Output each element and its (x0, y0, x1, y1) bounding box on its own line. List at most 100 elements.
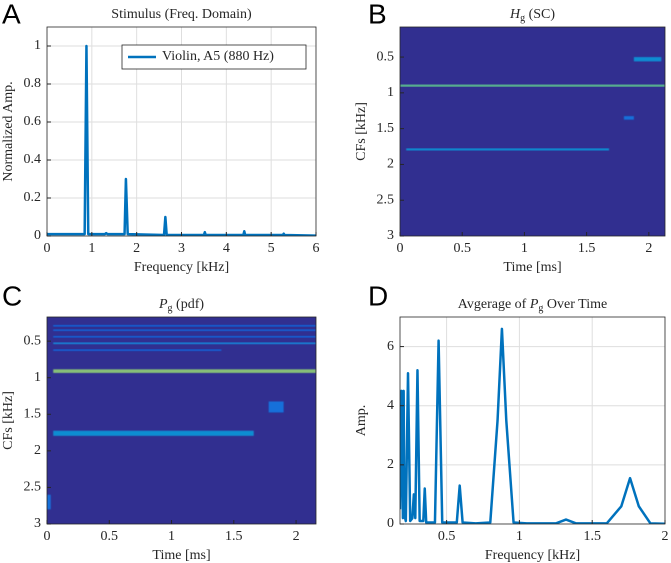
axes-frame (46, 316, 317, 525)
heatmap-band (53, 342, 316, 345)
x-tick-label: 1 (521, 241, 528, 256)
panel-letter: A (2, 0, 21, 29)
x-axis-label: Frequency [kHz] (134, 260, 229, 275)
y-tick-label: 0.2 (24, 190, 42, 205)
y-tick-label: 1.5 (24, 407, 42, 422)
y-tick-label: 2.5 (24, 480, 42, 495)
heatmap-band (53, 349, 222, 351)
y-tick-label: 1.5 (377, 121, 395, 136)
legend-label: Violin, A5 (880 Hz) (162, 49, 274, 64)
plot-area (400, 27, 665, 236)
y-tick-label: 3 (34, 516, 41, 531)
y-axis-label: Normalized Amp. (1, 81, 16, 181)
y-axis-label: CFs [kHz] (354, 102, 369, 161)
y-tick-label: 1 (34, 370, 41, 385)
heatmap-band (53, 325, 316, 327)
y-tick-label: 2 (34, 443, 41, 458)
heatmap-band (406, 148, 610, 151)
title-part: (pdf) (173, 297, 205, 312)
y-tick-label: 1 (34, 38, 41, 53)
y-axis-label: Amp. (354, 405, 369, 437)
x-tick-label: 2 (662, 529, 669, 544)
y-tick-label: 0.5 (24, 333, 42, 348)
panel-title: Pg (pdf) (158, 297, 204, 314)
line-series (400, 327, 665, 524)
title-part: H (509, 7, 521, 22)
panel-letter: C (2, 280, 22, 311)
panel-title: Stimulus (Freq. Domain) (111, 7, 252, 22)
panel: C Pg (pdf) Time [ms] CFs [kHz] 0 0.5 1 1.5 2 0.5 1… (1, 280, 317, 563)
heatmap-band (53, 369, 316, 373)
panel-title: Hg (SC) (509, 7, 555, 24)
x-axis-label: Frequency [kHz] (485, 548, 580, 563)
x-tick-label: 0.5 (438, 529, 456, 544)
x-axis-label: Time [ms] (503, 260, 561, 275)
heatmap-band (53, 336, 316, 338)
x-tick-label: 3 (178, 241, 185, 256)
title-part: Over Time (543, 297, 607, 312)
y-tick-label: 0.8 (24, 76, 42, 91)
x-tick-label: 0 (44, 241, 51, 256)
panel-title: Avgerage of Pg Over Time (458, 297, 607, 314)
heatmap-band (53, 430, 254, 436)
panel-letter: D (368, 280, 388, 311)
axes-frame (399, 26, 666, 237)
y-tick-label: 0 (387, 516, 394, 531)
heatmap-band (633, 57, 662, 62)
heatmap-band (400, 84, 665, 87)
y-tick-label: 0.5 (377, 49, 395, 64)
y-tick-label: 4 (387, 398, 394, 413)
title-part: Avgerage of (458, 297, 530, 312)
panel-letter: B (368, 0, 387, 29)
heatmap-background (47, 317, 316, 524)
panel: D Avgerage of Pg Over Time Frequency [kHz]… (354, 280, 668, 563)
x-tick-label: 1 (88, 241, 95, 256)
y-tick-label: 0.6 (24, 114, 42, 129)
x-tick-label: 2 (133, 241, 140, 256)
x-tick-label: 4 (223, 241, 230, 256)
x-tick-label: 0.5 (101, 529, 119, 544)
title-part: (SC) (525, 7, 555, 22)
y-tick-label: 2 (387, 157, 394, 172)
x-tick-label: 1 (516, 529, 523, 544)
x-tick-label: 1 (168, 529, 175, 544)
plot-area (400, 317, 665, 524)
y-tick-label: 3 (387, 228, 394, 243)
heatmap-band (623, 116, 634, 120)
y-tick-label: 2 (387, 457, 394, 472)
y-tick-label: 0 (34, 228, 41, 243)
title-part: Stimulus (Freq. Domain) (111, 7, 252, 22)
x-tick-label: 1.5 (225, 529, 243, 544)
heatmap-background (400, 27, 665, 236)
axes-frame (399, 316, 666, 525)
title-part: g (168, 303, 173, 314)
title-part: P (158, 297, 168, 312)
heatmap-band (53, 329, 316, 331)
panel: B Hg (SC) Time [ms] CFs [kHz] 0 0.5 1 1.5 2 0.5 1 1… (354, 0, 666, 275)
x-tick-label: 1.5 (583, 529, 601, 544)
title-part: g (520, 13, 525, 24)
title-part: g (538, 303, 543, 314)
axes-frame (46, 26, 317, 237)
x-axis-label: Time [ms] (152, 548, 210, 563)
panel: A Stimulus (Freq. Domain) Frequency [kHz] N… (1, 0, 319, 275)
y-tick-label: 0.4 (24, 152, 42, 167)
title-part: P (529, 297, 539, 312)
x-tick-label: 0 (397, 241, 404, 256)
x-tick-label: 5 (268, 241, 275, 256)
x-tick-label: 2 (293, 529, 300, 544)
y-tick-label: 1 (387, 85, 394, 100)
plot-area (47, 317, 316, 524)
heatmap-band (268, 401, 284, 413)
x-tick-label: 2 (645, 241, 652, 256)
x-tick-label: 0 (44, 529, 51, 544)
y-axis-label: CFs [kHz] (1, 391, 16, 450)
y-tick-label: 2.5 (377, 192, 395, 207)
y-tick-label: 6 (387, 339, 394, 354)
x-tick-label: 0.5 (453, 241, 471, 256)
x-tick-label: 6 (313, 241, 320, 256)
heatmap-band (47, 494, 51, 510)
line-series (47, 44, 316, 236)
